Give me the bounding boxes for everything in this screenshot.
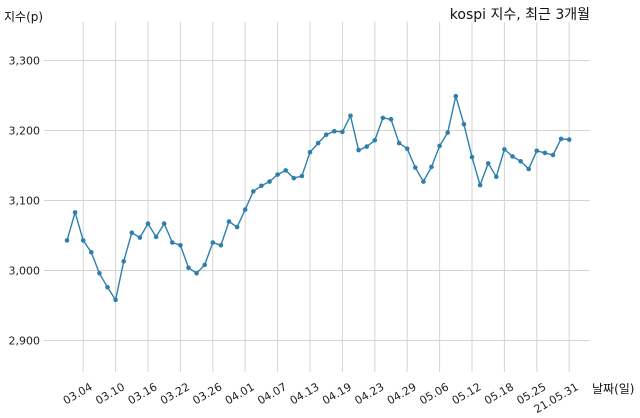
data-point [461, 121, 467, 127]
data-point [170, 240, 175, 245]
y-tick-label: 3,200 [9, 125, 41, 138]
data-point [202, 262, 207, 268]
x-tick-label: 05.12 [450, 380, 484, 407]
data-point [453, 93, 459, 99]
data-point [105, 285, 110, 290]
series-points [64, 93, 572, 303]
data-point [210, 240, 216, 245]
data-point [89, 250, 94, 255]
x-tick-label: 03.04 [61, 380, 95, 407]
data-point [413, 165, 418, 170]
data-point [550, 152, 556, 158]
x-tick-label: 03.26 [191, 380, 225, 407]
data-point [526, 166, 531, 172]
x-tick-label: 04.01 [223, 380, 257, 407]
data-point [534, 148, 540, 154]
data-point [234, 224, 240, 230]
data-point [380, 115, 386, 121]
gridlines [44, 22, 590, 372]
x-tick-label: 04.29 [385, 380, 419, 407]
data-point [364, 144, 370, 149]
x-tick-label: 04.19 [320, 380, 354, 407]
data-point [340, 129, 345, 135]
data-point [372, 138, 378, 143]
data-point [113, 297, 118, 303]
data-point [396, 140, 402, 146]
y-tick-label: 3,000 [9, 265, 41, 278]
data-point [404, 146, 410, 151]
data-point [194, 271, 199, 276]
data-point [267, 179, 272, 184]
data-point [218, 243, 224, 248]
data-point [97, 271, 102, 276]
data-point [251, 189, 256, 194]
data-point [137, 235, 143, 240]
x-tick-label: 05.18 [482, 380, 516, 407]
x-tick-label: 03.22 [158, 380, 192, 407]
y-axis-label: 지수(p) [4, 10, 44, 24]
data-point [558, 136, 564, 142]
data-point [518, 159, 523, 164]
x-axis-ticks: 03.0403.1003.1603.2203.2604.0104.0704.13… [61, 380, 581, 416]
data-point [469, 154, 475, 160]
data-point [161, 221, 167, 226]
x-tick-label: 04.07 [255, 380, 289, 407]
data-point [510, 154, 515, 159]
data-point [566, 137, 572, 142]
data-point [259, 183, 264, 189]
x-tick-label: 03.16 [126, 380, 160, 407]
data-point [437, 143, 442, 149]
data-point [242, 207, 248, 212]
data-point [332, 128, 337, 134]
data-point [315, 140, 321, 146]
x-tick-label: 03.10 [93, 380, 127, 407]
data-point [348, 113, 353, 119]
data-point [356, 147, 361, 153]
data-point [477, 182, 483, 188]
data-point [186, 265, 191, 271]
data-point [485, 161, 491, 166]
x-tick-label: 05.06 [417, 380, 451, 407]
data-point [80, 238, 86, 243]
y-tick-label: 3,100 [9, 195, 41, 208]
series-line [66, 96, 570, 302]
data-point [299, 173, 305, 179]
data-point [429, 164, 434, 170]
data-point [153, 234, 159, 240]
y-tick-label: 3,300 [9, 55, 41, 68]
chart-title: kospi 지수, 최근 3개월 [449, 7, 590, 23]
x-tick-label: 04.13 [288, 380, 322, 407]
x-axis-label: 날짜(일) [592, 382, 635, 396]
data-point [64, 238, 70, 243]
data-point [145, 221, 151, 226]
data-point [323, 132, 329, 137]
data-point [421, 179, 426, 184]
data-point [494, 174, 499, 179]
data-point [72, 210, 78, 215]
data-point [307, 149, 313, 155]
data-point [178, 243, 183, 248]
data-point [226, 219, 232, 224]
data-point [129, 230, 135, 235]
data-point [283, 168, 289, 173]
data-point [121, 259, 126, 264]
x-tick-label: 04.23 [353, 380, 387, 407]
data-point [542, 150, 548, 156]
y-tick-label: 2,900 [9, 335, 41, 348]
y-axis-ticks: 2,900 3,000 3,100 3,200 3,300 [9, 55, 41, 348]
data-point [291, 175, 297, 181]
data-point [275, 172, 280, 177]
data-point [445, 130, 451, 135]
data-point [388, 117, 394, 122]
data-point [502, 147, 507, 152]
